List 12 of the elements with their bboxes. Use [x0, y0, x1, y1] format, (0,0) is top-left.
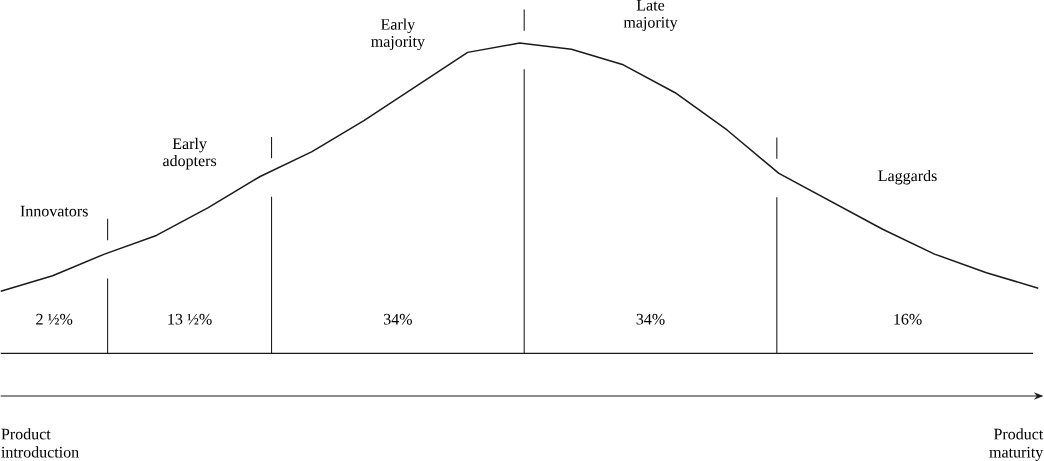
annotation: 34%: [636, 313, 665, 325]
text: Late majority: [623, 0, 678, 32]
annotation: 2 ½%: [36, 313, 73, 325]
annotation: Early adopters: [163, 137, 217, 170]
annotation: Early majority: [371, 18, 425, 51]
text: Product maturity: [989, 428, 1044, 461]
annotation: 34%: [383, 313, 412, 325]
text: Product introduction: [1, 428, 79, 458]
annotation: 13 ½%: [168, 313, 212, 325]
annotation: Laggards: [878, 169, 937, 185]
annotation: 16%: [894, 313, 922, 325]
annotation: Innovators: [20, 205, 88, 217]
